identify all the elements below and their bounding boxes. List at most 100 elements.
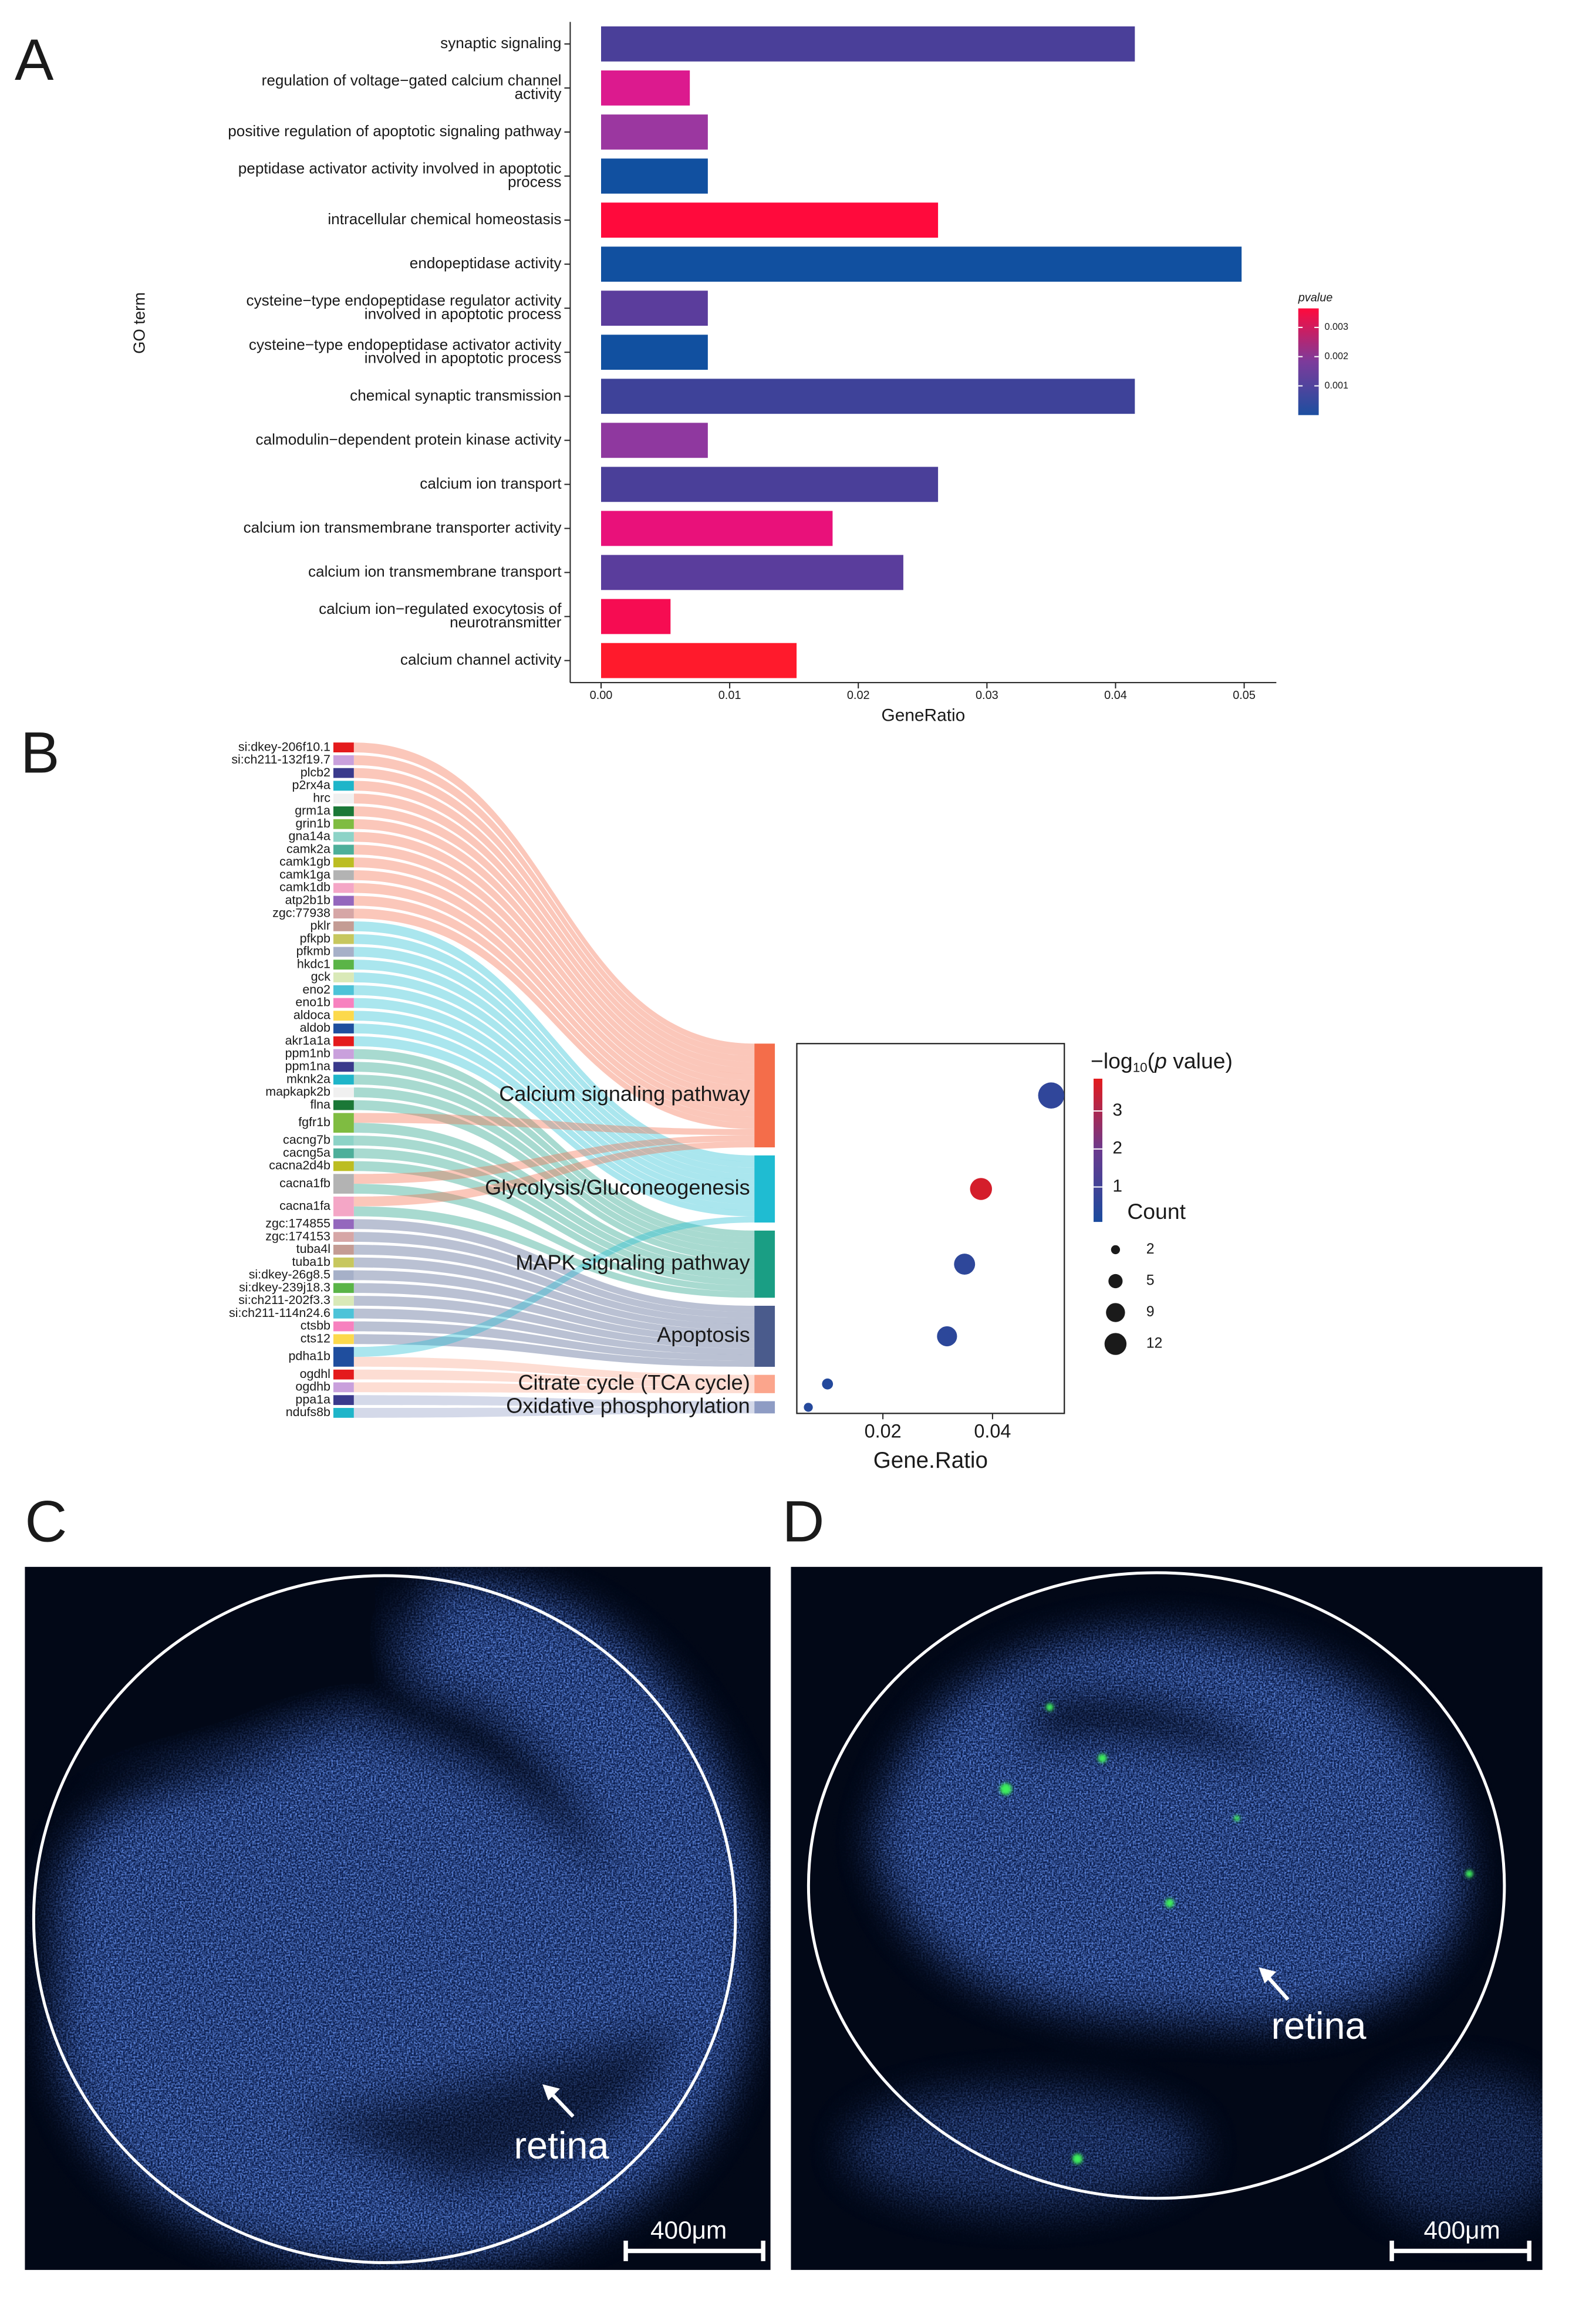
bar <box>601 70 690 106</box>
ribbon <box>353 1062 755 1243</box>
category-label: positive regulation of apoptotic signali… <box>228 122 562 140</box>
bar <box>601 290 708 326</box>
category-label-line: involved in apoptotic process <box>365 305 562 323</box>
dot <box>954 1254 976 1275</box>
gene-label: pdha1b <box>289 1349 330 1363</box>
x-tick-label: 0.05 <box>1233 689 1256 702</box>
pathway-label: MAPK signaling pathway <box>515 1251 750 1275</box>
gene-node <box>333 1062 354 1072</box>
pathway-node <box>754 1230 775 1298</box>
ribbon <box>353 947 755 1174</box>
category-label: calcium ion−regulated exocytosis of neuro… <box>319 600 562 631</box>
size-key <box>1104 1333 1127 1355</box>
colorbar-tick-label: 0.002 <box>1325 351 1348 362</box>
ribbon <box>353 1245 755 1325</box>
y-axis-label: GO term <box>130 292 148 354</box>
dot <box>937 1326 957 1347</box>
ribbon <box>353 896 755 1123</box>
ribbon <box>353 1100 755 1261</box>
gene-label: pfkpb <box>300 931 330 945</box>
colorbar-tick-label: 0.003 <box>1325 322 1348 332</box>
dot <box>970 1178 992 1200</box>
bar <box>601 511 833 546</box>
scale-bar <box>623 2241 765 2261</box>
category-label: calcium ion transport <box>420 474 562 492</box>
gene-node <box>333 1321 354 1332</box>
gene-node <box>333 806 354 816</box>
category-label-line: neurotransmitter <box>450 613 562 631</box>
micrograph: retina 400μm <box>25 1566 771 2270</box>
ribbon <box>353 1036 755 1217</box>
gene-label: si:dkey-239j18.3 <box>239 1280 330 1294</box>
gene-node <box>333 1245 354 1255</box>
ribbon <box>353 1382 755 1393</box>
ribbon <box>353 883 755 1117</box>
ribbon <box>353 934 755 1168</box>
bar <box>601 26 1135 62</box>
gene-label: cacng5a <box>283 1146 330 1160</box>
colorbar-tick-label: 1 <box>1112 1176 1122 1195</box>
ribbon <box>353 1395 755 1407</box>
gene-node <box>333 832 354 842</box>
gene-node <box>333 1136 354 1146</box>
ribbon <box>353 806 755 1080</box>
x-axis-label: GeneRatio <box>881 705 965 725</box>
gene-node <box>333 960 354 970</box>
gene-label: camk2a <box>286 842 330 856</box>
ribbon <box>353 1049 755 1237</box>
category-label-line: calcium channel activity <box>400 650 562 668</box>
gene-node <box>333 793 354 804</box>
category-label: cysteine−type endopeptidase regulator ac… <box>247 292 562 323</box>
gene-label: cts12 <box>301 1331 330 1345</box>
gene-node <box>333 998 354 1008</box>
gene-label: p2rx4a <box>292 778 331 792</box>
gene-node <box>333 1148 354 1158</box>
bar <box>601 158 708 194</box>
ribbon <box>353 742 755 1050</box>
scale-bar-label: 400μm <box>650 2216 727 2244</box>
category-label-line: peptidase activator activity involved in… <box>238 159 562 177</box>
gene-label: camk1gb <box>279 854 330 869</box>
ribbon <box>353 985 755 1193</box>
ribbon <box>353 1270 755 1336</box>
ribbon <box>353 1087 755 1255</box>
legend-title-part: −log <box>1091 1049 1133 1073</box>
gene-label: ppa1a <box>295 1392 330 1406</box>
ribbon <box>353 1136 755 1274</box>
category-label-line: positive regulation of apoptotic signali… <box>228 122 562 140</box>
ribbon <box>353 960 755 1180</box>
gene-label: si:dkey-206f10.1 <box>238 739 330 754</box>
gene-label: akr1a1a <box>285 1033 330 1048</box>
ribbon <box>353 1075 755 1249</box>
pathway-node <box>754 1374 775 1393</box>
gene-label: si:ch211-114n24.6 <box>229 1306 330 1320</box>
gene-label: ppm1na <box>285 1059 330 1073</box>
gene-node <box>333 845 354 855</box>
gene-node <box>333 1023 354 1033</box>
gene-node <box>333 1219 354 1229</box>
gene-label: grin1b <box>295 816 330 830</box>
bar <box>601 114 708 150</box>
ribbon <box>353 1232 755 1318</box>
gene-label: camk1ga <box>279 867 330 881</box>
gene-node <box>333 1113 354 1133</box>
ribbon <box>353 998 755 1198</box>
gene-label: ndufs8b <box>286 1405 330 1419</box>
ribbon <box>353 768 755 1062</box>
ribbon <box>353 1148 755 1280</box>
category-label-line: synaptic signaling <box>440 34 561 52</box>
gene-label: plcb2 <box>301 765 330 779</box>
gene-node <box>333 934 354 944</box>
category-label-line: calcium ion transport <box>420 474 562 492</box>
category-label: calcium ion transmembrane transporter ac… <box>244 518 562 536</box>
category-label-line: calcium ion transmembrane transporter ac… <box>244 518 562 536</box>
ribbon <box>353 1216 755 1357</box>
ribbon <box>353 1011 755 1204</box>
ribbon <box>353 832 755 1093</box>
pathway-node <box>754 1043 775 1148</box>
legend-title-part: value) <box>1167 1049 1233 1073</box>
gene-label: si:ch211-202f3.3 <box>238 1293 330 1307</box>
size-key <box>1108 1274 1123 1289</box>
gene-node <box>333 755 354 765</box>
